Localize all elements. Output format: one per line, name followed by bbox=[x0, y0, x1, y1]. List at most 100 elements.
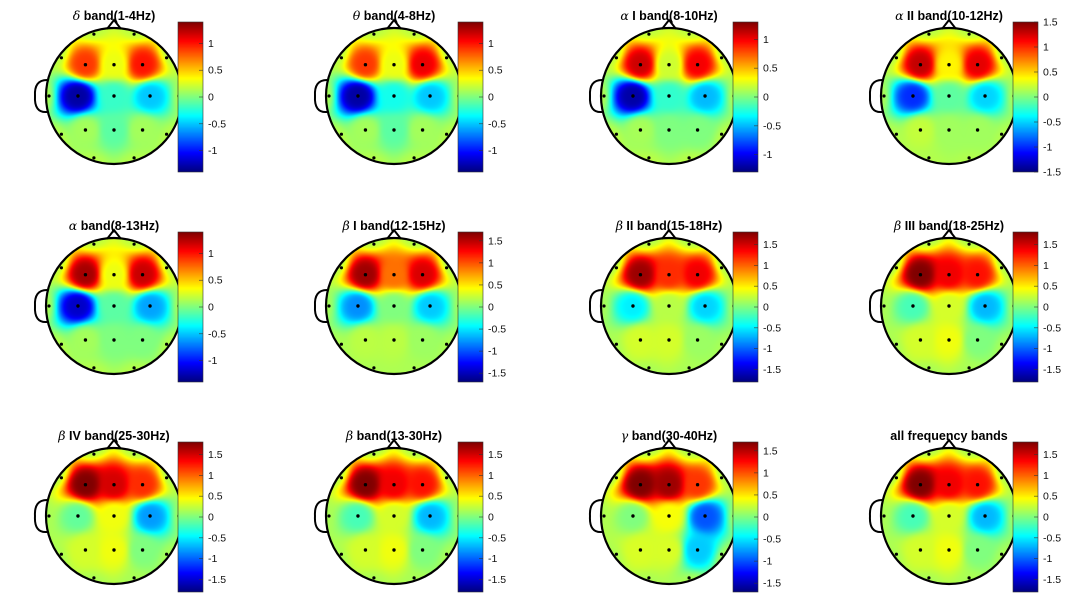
rim-electrode-marker bbox=[999, 476, 1004, 480]
rim-electrode-marker bbox=[894, 56, 899, 60]
colorbar-tick-label: -1.5 bbox=[488, 574, 506, 586]
colorbar-tick-label: 0.5 bbox=[1043, 491, 1058, 503]
topomap-panel: β band(13-30Hz) 1.5 1 0.5 0 -0.5 -1 -1.5 bbox=[313, 428, 506, 593]
rim-electrode-marker bbox=[92, 242, 96, 246]
rim-electrode-marker bbox=[894, 476, 899, 480]
rim-electrode-marker bbox=[927, 452, 931, 456]
colorbar bbox=[733, 232, 758, 382]
topomap-panel: β IV band(25-30Hz) 1.5 1 0.5 0 -0.5 -1 -1.5 bbox=[33, 428, 226, 593]
nose bbox=[661, 228, 677, 240]
nose bbox=[106, 18, 122, 30]
colorbar-tick-label: -0.5 bbox=[1043, 322, 1061, 334]
colorbar bbox=[458, 442, 483, 592]
rim-electrode-marker bbox=[164, 342, 169, 346]
rim-electrode-marker bbox=[927, 576, 931, 580]
electrode-pz bbox=[392, 548, 396, 552]
electrode-f3 bbox=[918, 273, 923, 277]
electrode-cz bbox=[667, 514, 671, 518]
electrode-c4 bbox=[428, 94, 432, 98]
electrode-c4 bbox=[703, 514, 707, 518]
rim-electrode-marker bbox=[687, 242, 691, 246]
rim-electrode-marker bbox=[999, 266, 1004, 270]
rim-electrode-marker bbox=[687, 156, 691, 160]
colorbar bbox=[1013, 442, 1038, 592]
electrode-fz bbox=[667, 273, 671, 277]
electrode-fz bbox=[947, 273, 951, 277]
left-ear bbox=[33, 79, 48, 114]
electrode-fz bbox=[392, 273, 396, 277]
topomap-panel: δ band(1-4Hz) 1 0.5 0 -0.5 -1 bbox=[33, 8, 226, 173]
topomap-panel: all frequency bands 1.5 1 0.5 0 -0.5 -1 -1.5 bbox=[868, 429, 1061, 593]
left-ear bbox=[868, 79, 883, 114]
rim-electrode-marker bbox=[372, 156, 376, 160]
electrode-p3 bbox=[918, 338, 923, 342]
colorbar-tick-label: 0.5 bbox=[763, 489, 778, 501]
colorbar bbox=[733, 22, 758, 172]
rim-electrode-marker bbox=[614, 56, 619, 60]
electrode-fz bbox=[112, 273, 116, 277]
rim-electrode-marker bbox=[967, 452, 971, 456]
rim-electrode-marker bbox=[882, 514, 886, 518]
electrode-p4 bbox=[695, 338, 700, 342]
rim-electrode-marker bbox=[339, 552, 344, 556]
electrode-c4 bbox=[148, 514, 152, 518]
colorbar-tick-label: -1 bbox=[1043, 142, 1052, 154]
colorbar-tick-label: 0 bbox=[763, 302, 769, 314]
electrode-f3 bbox=[918, 483, 923, 487]
colorbar-tick-label: 1 bbox=[1043, 470, 1049, 482]
electrode-p4 bbox=[140, 128, 145, 132]
panel-title-text: I band(8-10Hz) bbox=[629, 9, 718, 23]
rim-electrode-marker bbox=[164, 132, 169, 136]
electrode-c3 bbox=[911, 94, 915, 98]
left-ear bbox=[313, 79, 328, 114]
rim-electrode-marker bbox=[47, 304, 51, 308]
rim-electrode-marker bbox=[327, 514, 331, 518]
electrode-f3 bbox=[83, 483, 88, 487]
left-ear bbox=[33, 289, 48, 324]
colorbar-tick-label: -1.5 bbox=[208, 574, 226, 586]
panel-title-text: all frequency bands bbox=[890, 429, 1007, 443]
colorbar bbox=[733, 442, 758, 592]
electrode-pz bbox=[112, 128, 116, 132]
topomap-panel: β I band(12-15Hz) 1.5 1 0.5 0 -0.5 -1 -1.5 bbox=[313, 218, 506, 383]
rim-electrode-marker bbox=[132, 452, 136, 456]
electrode-c4 bbox=[148, 94, 152, 98]
rim-electrode-marker bbox=[647, 242, 651, 246]
left-ear bbox=[313, 499, 328, 534]
rim-electrode-marker bbox=[444, 266, 449, 270]
electrode-c3 bbox=[76, 304, 80, 308]
electrode-p3 bbox=[918, 548, 923, 552]
electrode-c4 bbox=[703, 94, 707, 98]
electrode-f4 bbox=[420, 273, 425, 277]
colorbar-tick-label: 0 bbox=[208, 302, 214, 314]
nose bbox=[106, 438, 122, 450]
electrode-f3 bbox=[638, 273, 643, 277]
electrode-c4 bbox=[703, 304, 707, 308]
nose bbox=[941, 18, 957, 30]
colorbar-tick-label: 1.5 bbox=[488, 235, 503, 247]
electrode-fz bbox=[947, 63, 951, 67]
rim-electrode-marker bbox=[59, 476, 64, 480]
colorbar-tick-label: 0.5 bbox=[488, 65, 503, 77]
rim-electrode-marker bbox=[687, 366, 691, 370]
electrode-f3 bbox=[638, 483, 643, 487]
electrode-f4 bbox=[420, 483, 425, 487]
colorbar-tick-label: 0 bbox=[1043, 302, 1049, 314]
colorbar-tick-label: 1.5 bbox=[488, 449, 503, 461]
rim-electrode-marker bbox=[132, 242, 136, 246]
panel-title-symbol: δ bbox=[73, 8, 81, 23]
nose bbox=[106, 228, 122, 240]
electrode-c4 bbox=[983, 94, 987, 98]
rim-electrode-marker bbox=[412, 156, 416, 160]
rim-electrode-marker bbox=[967, 576, 971, 580]
colorbar-tick-label: -1 bbox=[488, 346, 497, 358]
electrode-c3 bbox=[911, 514, 915, 518]
colorbar-tick-label: 0.5 bbox=[488, 491, 503, 503]
electrode-c4 bbox=[983, 304, 987, 308]
rim-electrode-marker bbox=[894, 342, 899, 346]
electrode-f4 bbox=[975, 63, 980, 67]
rim-electrode-marker bbox=[614, 342, 619, 346]
electrode-c3 bbox=[631, 94, 635, 98]
colorbar-tick-label: 1 bbox=[1043, 42, 1049, 54]
